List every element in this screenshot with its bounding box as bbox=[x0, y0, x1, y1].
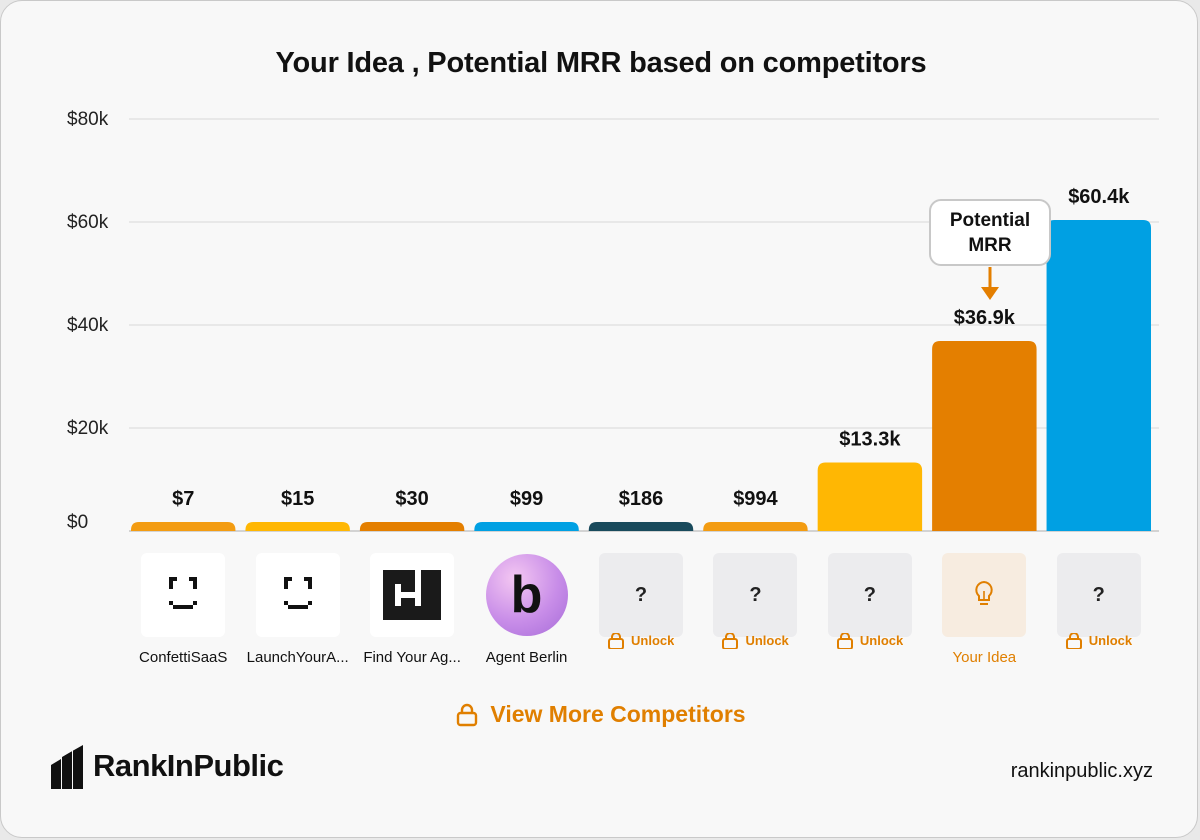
bar[interactable] bbox=[932, 340, 1037, 531]
bar-value-label: $13.3k bbox=[839, 429, 901, 451]
locked-competitor-tile[interactable]: ? bbox=[713, 553, 798, 637]
callout-arrow-icon bbox=[981, 267, 999, 300]
bar-value-label: $15 bbox=[281, 488, 314, 510]
bar[interactable] bbox=[588, 522, 694, 531]
bar[interactable] bbox=[703, 522, 808, 531]
lock-icon bbox=[1065, 633, 1082, 649]
view-more-competitors-button[interactable]: View More Competitors bbox=[1, 701, 1197, 728]
competitor-name[interactable]: Your Idea bbox=[952, 649, 1017, 666]
block-h-icon bbox=[383, 570, 442, 620]
unlock-button[interactable]: Unlock bbox=[836, 633, 903, 649]
view-more-label: View More Competitors bbox=[490, 701, 746, 727]
competitor-name: LaunchYourA... bbox=[246, 649, 349, 666]
unlock-label: Unlock bbox=[1088, 633, 1133, 648]
chart-title: Your Idea , Potential MRR based on compe… bbox=[275, 47, 927, 79]
unlock-label: Unlock bbox=[859, 633, 904, 648]
unlock-label: Unlock bbox=[631, 633, 675, 648]
your-idea-tile[interactable] bbox=[942, 553, 1027, 637]
unlock-button[interactable]: Unlock bbox=[1065, 633, 1132, 649]
lock-icon bbox=[608, 633, 624, 649]
locked-competitor-tile[interactable]: ? bbox=[1056, 553, 1141, 637]
competitor-logo[interactable] bbox=[141, 553, 226, 637]
competitor-name: ConfettiSaaS bbox=[139, 649, 228, 666]
bar-value-label: $7 bbox=[172, 488, 194, 510]
bar-value-label: $186 bbox=[619, 488, 664, 510]
bar-value-label: $60.4k bbox=[1068, 186, 1130, 208]
bar[interactable] bbox=[359, 522, 465, 531]
potential-mrr-callout: Potential MRR bbox=[929, 199, 1051, 266]
locked-competitor-tile[interactable]: ? bbox=[827, 553, 912, 637]
lock-icon bbox=[722, 633, 739, 649]
bar-value-label: $36.9k bbox=[954, 307, 1016, 329]
face-icon bbox=[169, 577, 198, 609]
y-tick-label: $80k bbox=[67, 109, 109, 130]
competitor-name: Agent Berlin bbox=[485, 649, 568, 666]
locked-competitor-tile[interactable]: ? bbox=[599, 553, 683, 637]
unlock-button[interactable]: Unlock bbox=[607, 633, 674, 649]
lock-icon bbox=[836, 633, 853, 649]
face-icon bbox=[283, 577, 312, 609]
bar-value-label: $99 bbox=[510, 488, 543, 510]
site-url[interactable]: rankinpublic.xyz bbox=[1010, 760, 1153, 782]
bar[interactable] bbox=[245, 522, 350, 531]
bar[interactable] bbox=[1046, 219, 1151, 531]
competitor-logo[interactable]: b bbox=[485, 553, 569, 637]
chart-logo-icon bbox=[51, 743, 83, 789]
bar[interactable] bbox=[817, 462, 923, 531]
y-tick-label: $0 bbox=[67, 512, 88, 533]
y-tick-label: $20k bbox=[67, 418, 109, 439]
unlock-label: Unlock bbox=[745, 633, 789, 648]
bar[interactable] bbox=[131, 522, 236, 531]
y-tick-label: $40k bbox=[67, 315, 109, 336]
lock-icon bbox=[457, 703, 478, 726]
competitor-logo[interactable] bbox=[370, 553, 455, 637]
callout-line-2: MRR bbox=[968, 235, 1012, 256]
competitor-name: Find Your Ag... bbox=[363, 649, 461, 666]
letter-b-icon: b bbox=[485, 554, 568, 636]
unlock-button[interactable]: Unlock bbox=[721, 633, 789, 649]
bar-value-label: $994 bbox=[733, 488, 778, 510]
y-tick-label: $60k bbox=[67, 212, 109, 233]
competitor-logo[interactable] bbox=[255, 553, 340, 637]
brand: RankInPublic bbox=[51, 743, 284, 789]
brand-name: RankInPublic bbox=[93, 748, 284, 783]
bar[interactable] bbox=[474, 522, 579, 531]
callout-line-1: Potential bbox=[949, 210, 1031, 231]
bar-value-label: $30 bbox=[395, 488, 428, 510]
lightbulb-icon bbox=[975, 580, 994, 605]
